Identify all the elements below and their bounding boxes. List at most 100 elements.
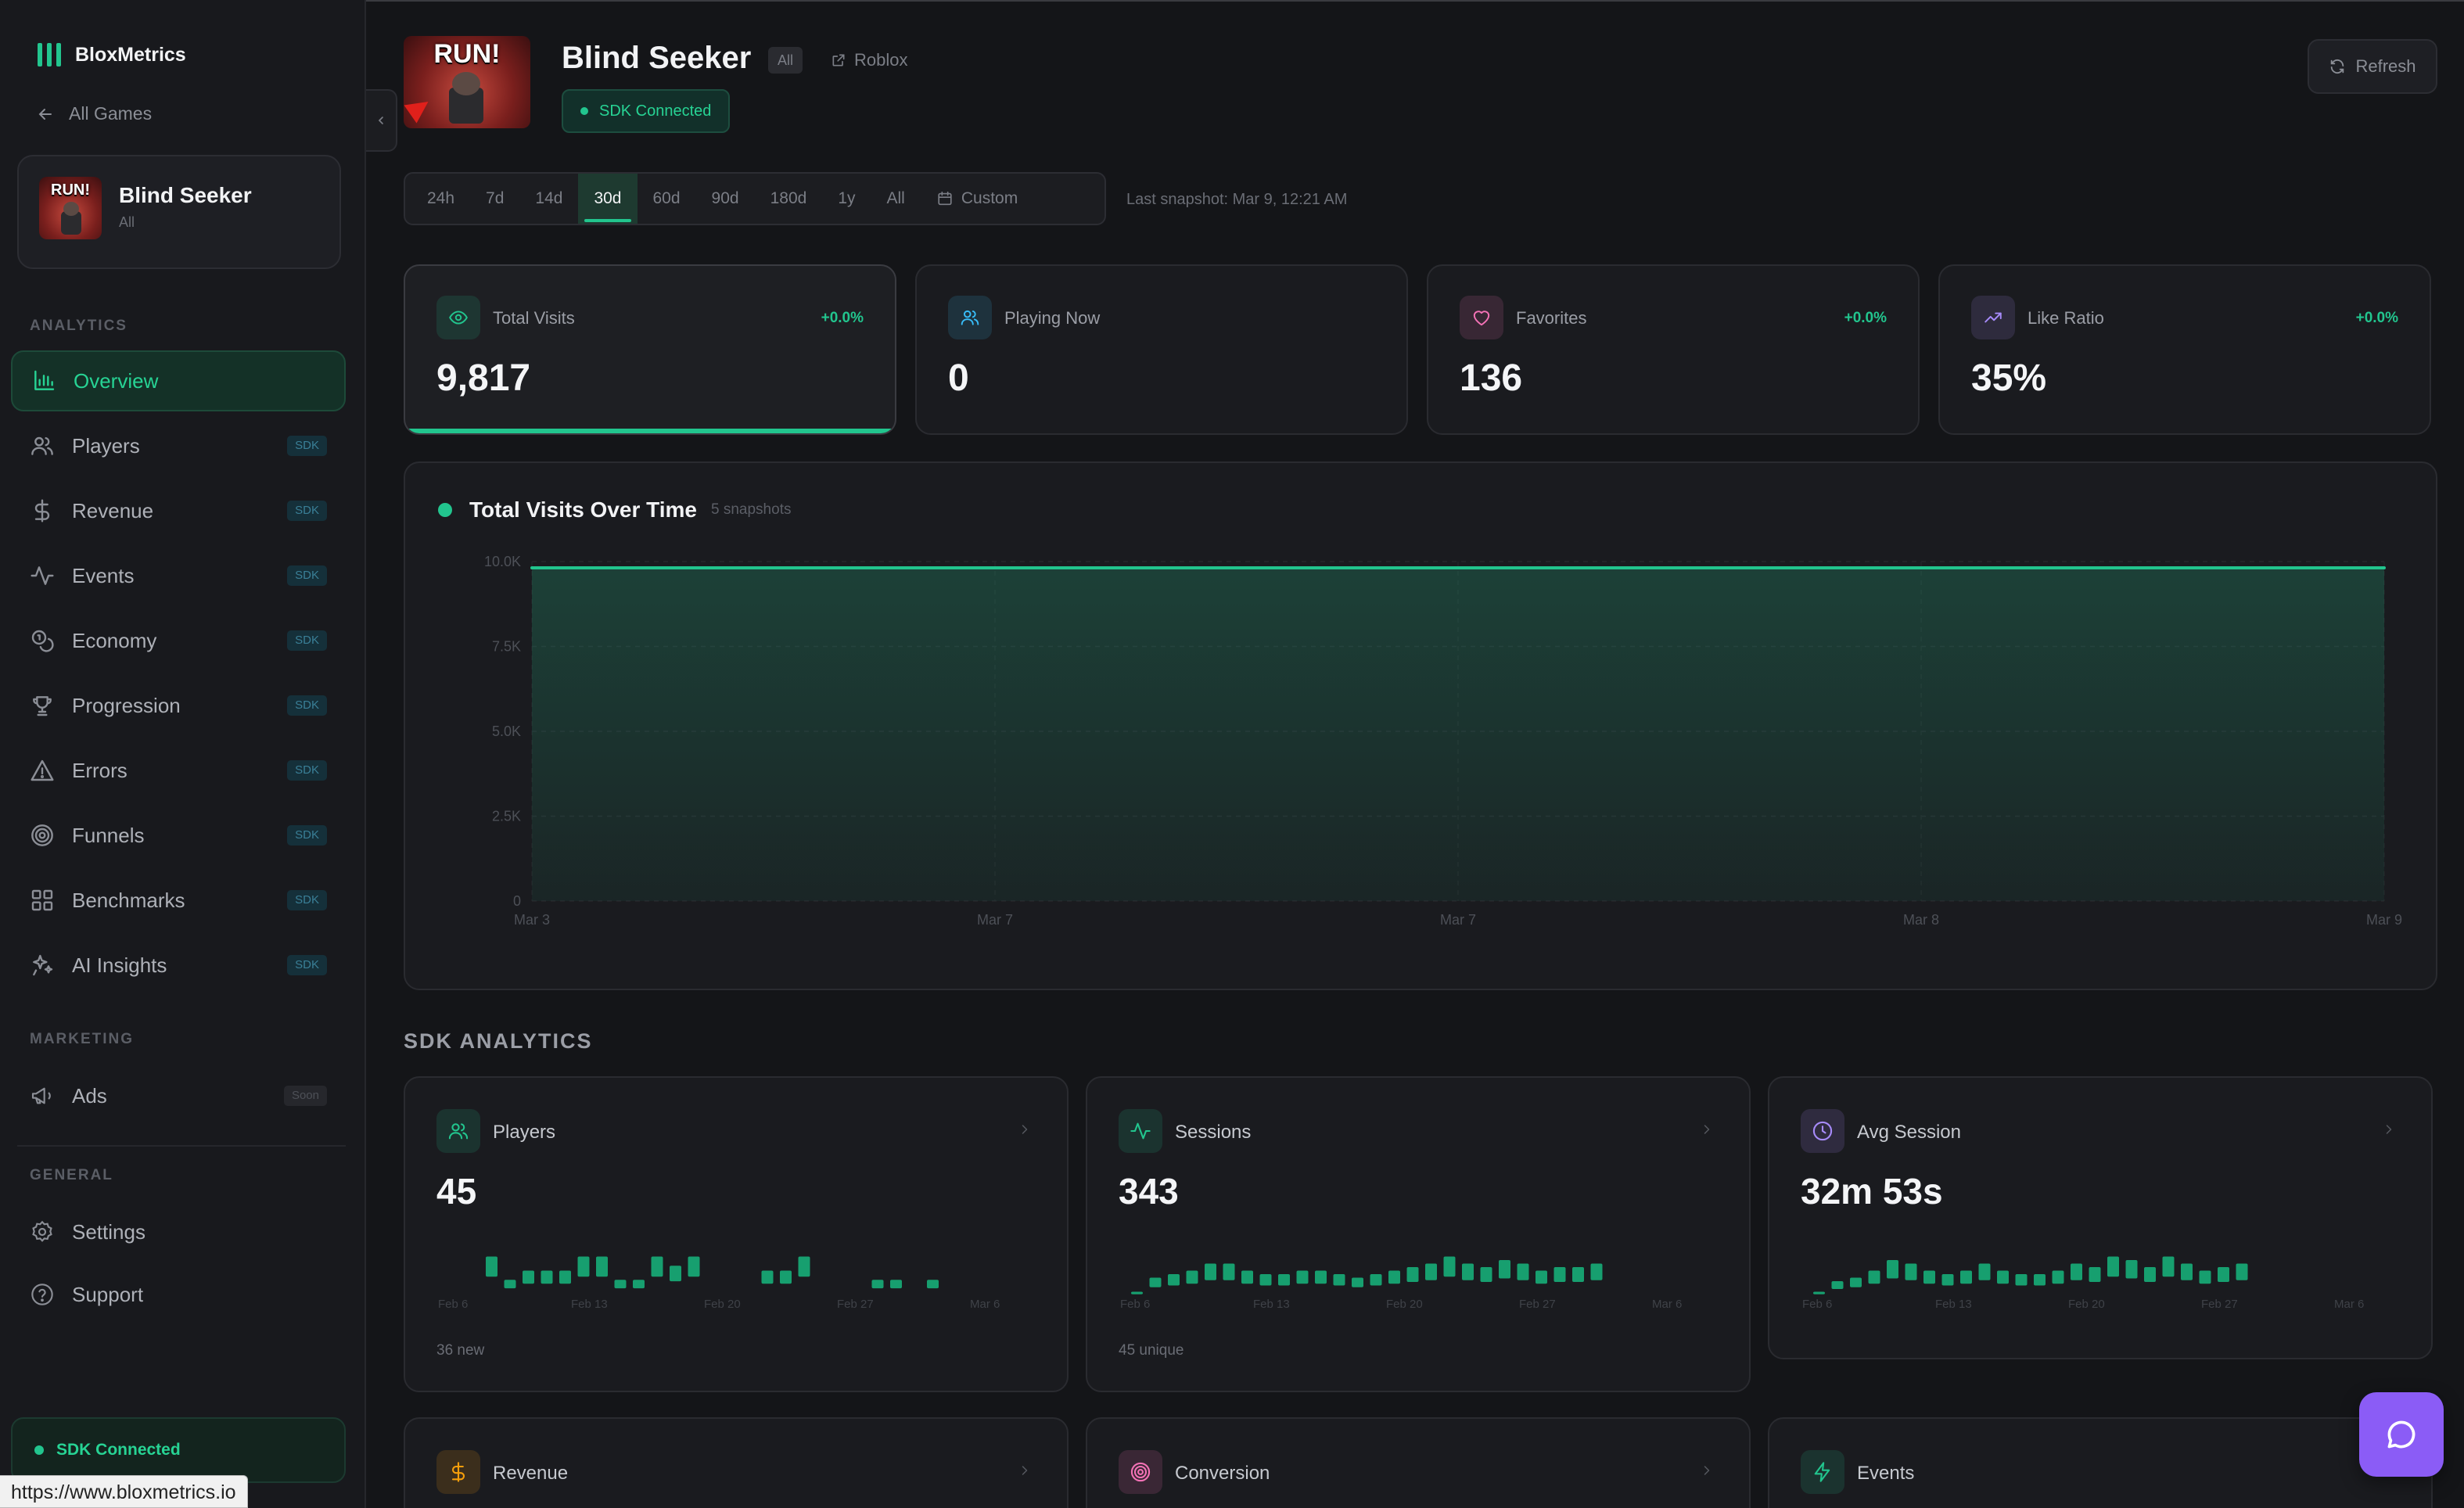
selected-game-card[interactable]: RUN! Blind Seeker All xyxy=(17,155,341,269)
sparkline-bar xyxy=(1831,1281,1844,1289)
stat-change: +0.0% xyxy=(2355,310,2398,326)
bar-chart-icon xyxy=(34,370,55,390)
x-tick-label: Mar 7 xyxy=(1440,912,1476,928)
stat-card-like-ratio[interactable]: Like Ratio +0.0% 35% xyxy=(1938,264,2431,435)
range-label: 180d xyxy=(770,189,807,207)
stat-label: Like Ratio xyxy=(2028,308,2104,328)
refresh-button[interactable]: Refresh xyxy=(2308,39,2437,94)
metric-card-players[interactable]: Players 45 36 new Feb 6 Feb 13 Feb 20 Feb 27 Ma… xyxy=(404,1076,1069,1392)
chat-button[interactable] xyxy=(2359,1392,2444,1477)
sidebar-item-label: Overview xyxy=(74,368,159,393)
sidebar-item-benchmarks[interactable]: Benchmarks SDK xyxy=(11,870,346,931)
sidebar-item-economy[interactable]: Economy SDK xyxy=(11,610,346,671)
sidebar-item-players[interactable]: Players SDK xyxy=(11,415,346,476)
metric-card-sessions[interactable]: Sessions 343 45 unique Feb 6 Feb 13 Feb 20 Feb… xyxy=(1086,1076,1751,1392)
brand[interactable]: BloxMetrics xyxy=(38,41,186,69)
gear-icon xyxy=(32,1220,52,1242)
sdk-connected-badge: SDK Connected xyxy=(562,89,731,133)
activity-icon xyxy=(31,566,54,585)
range-option-7d[interactable]: 7d xyxy=(470,174,519,224)
stat-card-total-visits[interactable]: Total Visits +0.0% 9,817 xyxy=(404,264,896,435)
range-option-24h[interactable]: 24h xyxy=(411,174,470,224)
stat-icon-box xyxy=(1460,296,1503,339)
stat-label: Playing Now xyxy=(1004,308,1101,328)
sidebar-item-label: Progression xyxy=(72,693,181,717)
stat-change: +0.0% xyxy=(1844,310,1887,326)
sidebar-item-support[interactable]: Support xyxy=(11,1264,346,1325)
sidebar-item-revenue[interactable]: Revenue SDK xyxy=(11,480,346,541)
last-snapshot: Last snapshot: Mar 9, 12:21 AM xyxy=(1126,191,1348,208)
metric-card-revenue[interactable]: Revenue xyxy=(404,1417,1069,1508)
sparkline-bar xyxy=(1223,1263,1235,1280)
range-option-1y[interactable]: 1y xyxy=(822,174,871,224)
time-range-selector: 24h 7d 14d 30d 60d 90d 180d 1y All Custom xyxy=(404,172,1106,225)
sparkline-bar xyxy=(651,1256,663,1277)
metric-icon-box xyxy=(1801,1109,1844,1153)
roblox-link[interactable]: Roblox xyxy=(831,50,907,70)
sidebar-item-label: Funnels xyxy=(72,823,145,847)
range-label: 7d xyxy=(486,189,505,207)
stat-label: Favorites xyxy=(1516,308,1587,328)
range-option-custom[interactable]: Custom xyxy=(921,174,1033,224)
range-option-30d[interactable]: 30d xyxy=(578,174,638,224)
sparkline-bar xyxy=(1868,1270,1880,1284)
sparkline-tick-label: Mar 6 xyxy=(2334,1298,2364,1311)
sparkline-chart: Feb 6 Feb 13 Feb 20 Feb 27 Mar 6 xyxy=(1120,1256,1682,1311)
sidebar-item-events[interactable]: Events SDK xyxy=(11,545,346,606)
selected-indicator xyxy=(405,429,895,433)
metric-value: 45 xyxy=(436,1171,477,1212)
stat-change: +0.0% xyxy=(821,310,864,326)
stat-card-playing-now[interactable]: Playing Now 0 xyxy=(915,264,1408,435)
range-label: 24h xyxy=(427,189,455,207)
range-option-90d[interactable]: 90d xyxy=(696,174,755,224)
sidebar-item-label: Players xyxy=(72,433,140,458)
chevron-right-icon xyxy=(1022,1125,1028,1134)
metric-label: Revenue xyxy=(493,1463,569,1484)
total-visits-chart-card: Total Visits Over Time 5 snapshots 0 2.5K… xyxy=(404,461,2437,990)
soon-badge: Soon xyxy=(283,1086,327,1106)
sdk-badge: SDK xyxy=(287,890,327,910)
users-icon xyxy=(31,436,53,455)
sidebar-item-errors[interactable]: Errors SDK xyxy=(11,740,346,801)
sidebar-item-funnels[interactable]: Funnels SDK xyxy=(11,805,346,866)
sparkline-bar xyxy=(1553,1267,1566,1282)
chevron-right-icon xyxy=(2386,1125,2392,1134)
sparkline-bar xyxy=(1850,1277,1862,1287)
range-option-60d[interactable]: 60d xyxy=(638,174,696,224)
metric-footnote: 36 new xyxy=(436,1342,485,1359)
sidebar-item-ai-insights[interactable]: AI Insights SDK xyxy=(11,935,346,996)
chart-header: Total Visits Over Time 5 snapshots xyxy=(438,497,791,522)
range-option-14d[interactable]: 14d xyxy=(519,174,578,224)
metric-card-avg-session[interactable]: Avg Session 32m 53s Feb 6 Feb 13 Feb 20 Feb 2… xyxy=(1768,1076,2433,1359)
activity-icon xyxy=(1130,1122,1151,1140)
stat-card-favorites[interactable]: Favorites +0.0% 136 xyxy=(1427,264,1920,435)
sdk-connected-label: SDK Connected xyxy=(599,102,712,120)
general-section-label: GENERAL xyxy=(30,1167,113,1183)
range-label: Custom xyxy=(961,189,1018,207)
sparkline-bar xyxy=(1370,1274,1382,1286)
sdk-status-label: SDK Connected xyxy=(56,1441,181,1459)
collapse-sidebar-button[interactable] xyxy=(366,89,397,152)
sidebar-item-progression[interactable]: Progression SDK xyxy=(11,675,346,736)
clock-icon xyxy=(1812,1121,1833,1141)
status-dot xyxy=(34,1445,44,1455)
range-option-all[interactable]: All xyxy=(871,174,921,224)
stat-value: 0 xyxy=(948,357,969,399)
metric-card-conversion[interactable]: Conversion xyxy=(1086,1417,1751,1508)
range-label: 90d xyxy=(711,189,739,207)
sparkline-bar xyxy=(1168,1274,1180,1286)
range-option-180d[interactable]: 180d xyxy=(755,174,823,224)
metric-label: Sessions xyxy=(1175,1122,1252,1143)
metric-card-events[interactable]: Events xyxy=(1768,1417,2433,1508)
status-dot xyxy=(580,107,588,115)
all-games-link[interactable]: All Games xyxy=(36,103,152,124)
sidebar-item-settings[interactable]: Settings xyxy=(11,1201,346,1262)
sidebar-item-overview[interactable]: Overview xyxy=(11,350,346,411)
help-circle-icon xyxy=(31,1284,53,1305)
roblox-link-label: Roblox xyxy=(854,50,908,70)
sparkline-bar xyxy=(486,1256,497,1277)
sidebar-item-ads[interactable]: Ads Soon xyxy=(11,1065,346,1126)
sdk-analytics-heading: SDK ANALYTICS xyxy=(404,1029,593,1053)
sparkline-bar xyxy=(1186,1270,1198,1284)
range-label: 30d xyxy=(594,189,622,207)
